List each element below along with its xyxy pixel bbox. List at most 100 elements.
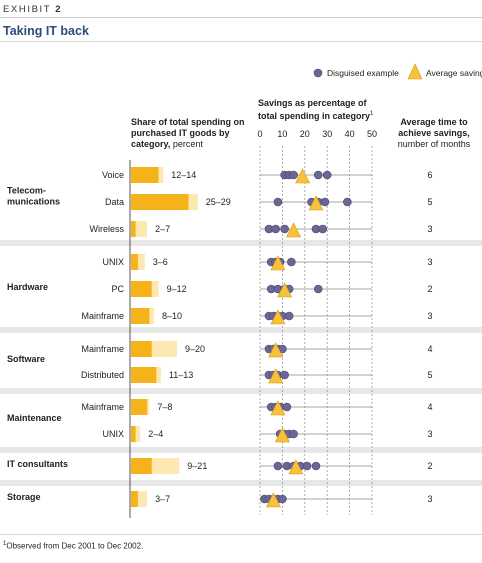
average-triangle xyxy=(288,459,304,475)
title-rule xyxy=(0,41,482,42)
example-dot xyxy=(284,311,294,321)
average-triangle xyxy=(270,309,286,325)
share-bar-low xyxy=(131,194,189,210)
share-range-label: 9–20 xyxy=(185,344,205,354)
months-value: 3 xyxy=(427,257,432,267)
average-triangle xyxy=(274,427,290,443)
example-dot xyxy=(313,284,323,294)
average-triangle xyxy=(277,282,293,298)
example-dot xyxy=(343,197,352,207)
example-dot xyxy=(289,429,298,439)
months-value: 4 xyxy=(427,402,432,412)
share-range-label: 7–8 xyxy=(157,402,172,412)
group-separator xyxy=(0,447,482,453)
example-dot xyxy=(271,224,280,234)
group-label: Hardware xyxy=(7,282,48,292)
example-dot xyxy=(322,170,332,180)
legend-triangle-icon xyxy=(407,63,423,80)
share-range-label: 11–13 xyxy=(169,370,193,380)
savings-tick-label: 10 xyxy=(277,129,287,139)
months-value: 3 xyxy=(427,311,432,321)
row-label: PC xyxy=(111,284,124,294)
share-bar-low xyxy=(131,341,152,357)
row-label: Mainframe xyxy=(81,402,124,412)
example-dot xyxy=(273,461,283,471)
share-range-label: 3–6 xyxy=(153,257,168,267)
months-value: 3 xyxy=(427,224,432,234)
share-bar-low xyxy=(131,426,136,442)
share-range-label: 9–21 xyxy=(187,461,207,471)
group-label: IT consultants xyxy=(7,459,68,469)
months-value: 6 xyxy=(427,170,432,180)
share-bar-low xyxy=(131,167,159,183)
share-range-label: 8–10 xyxy=(162,311,182,321)
example-dot xyxy=(318,224,328,234)
example-dot xyxy=(282,402,292,412)
group-label: Maintenance xyxy=(7,413,62,423)
share-range-label: 2–7 xyxy=(155,224,170,234)
example-dot xyxy=(302,461,312,471)
time-header: Average time to achieve savings, number o… xyxy=(397,117,471,149)
exhibit-number: 2 xyxy=(55,4,61,15)
group-separator xyxy=(0,480,482,486)
row-label: Mainframe xyxy=(81,344,124,354)
share-range-label: 3–7 xyxy=(155,494,170,504)
row-label: Data xyxy=(105,197,124,207)
share-bar-low xyxy=(131,308,150,324)
average-triangle xyxy=(270,255,286,271)
savings-tick-label: 0 xyxy=(257,129,262,139)
share-range-label: 25–29 xyxy=(206,197,231,207)
row-label: UNIX xyxy=(102,257,124,267)
group-separator xyxy=(0,388,482,394)
months-value: 5 xyxy=(427,370,432,380)
share-bar-low xyxy=(131,367,157,383)
row-label: Distributed xyxy=(81,370,124,380)
savings-header: Savings as percentage of total spending … xyxy=(258,98,374,121)
example-dot xyxy=(280,370,289,380)
average-triangle xyxy=(286,222,302,238)
group-label: Storage xyxy=(7,492,41,502)
row-label: Mainframe xyxy=(81,311,124,321)
average-triangle xyxy=(268,342,284,358)
group-label: Telecom-munications xyxy=(7,186,60,207)
row-label: Voice xyxy=(102,170,124,180)
example-dot xyxy=(289,170,298,180)
share-bar-low xyxy=(131,458,152,474)
share-bar-low xyxy=(131,399,148,415)
months-value: 4 xyxy=(427,344,432,354)
group-label: Software xyxy=(7,354,45,364)
average-triangle xyxy=(295,168,311,184)
legend-dot-icon xyxy=(313,68,323,78)
savings-tick-label: 20 xyxy=(300,129,310,139)
average-triangle xyxy=(265,492,281,508)
footnote-rule xyxy=(0,534,482,535)
months-value: 2 xyxy=(427,284,432,294)
share-bar-low xyxy=(131,254,138,270)
example-dot xyxy=(313,170,323,180)
legend-example-label: Disguised example xyxy=(327,68,399,78)
legend-average-label: Average savings xyxy=(426,68,482,78)
example-dot xyxy=(320,197,330,207)
row-label: UNIX xyxy=(102,429,124,439)
example-dot xyxy=(273,197,283,207)
share-header: Share of total spending on purchased IT … xyxy=(131,117,245,149)
share-range-label: 9–12 xyxy=(167,284,187,294)
savings-tick-label: 30 xyxy=(322,129,332,139)
months-value: 5 xyxy=(427,197,432,207)
share-range-label: 12–14 xyxy=(171,170,196,180)
savings-tick-label: 40 xyxy=(345,129,355,139)
group-separator xyxy=(0,327,482,333)
average-triangle xyxy=(308,195,324,211)
example-dot xyxy=(311,461,321,471)
average-triangle xyxy=(268,368,284,384)
row-label: Wireless xyxy=(89,224,124,234)
share-bar-low xyxy=(131,491,138,507)
example-dot xyxy=(280,224,289,234)
chart-title: Taking IT back xyxy=(3,24,89,38)
group-separator xyxy=(0,240,482,246)
exhibit-label: EXHIBIT 2 xyxy=(3,4,61,15)
example-dot xyxy=(287,257,296,267)
average-triangle xyxy=(270,400,286,416)
top-rule xyxy=(0,17,482,18)
